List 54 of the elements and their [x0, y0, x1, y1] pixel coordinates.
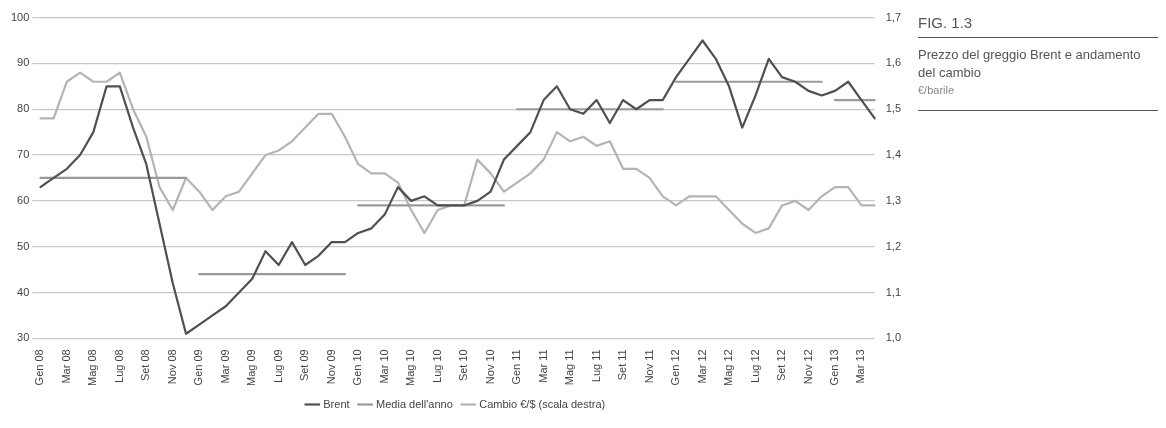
x-tick-label: Lug 12: [748, 349, 761, 383]
x-tick-label: Mar 12: [695, 349, 708, 384]
x-tick-label: Gen 13: [828, 349, 841, 386]
x-tick-label: Lug 09: [271, 349, 284, 383]
x-tick-label: Nov 11: [642, 349, 655, 384]
text: FIG. 1.3: [918, 14, 1158, 38]
x-tick-label: Lug 08: [112, 349, 125, 383]
legend-label: Brent: [323, 397, 350, 410]
text: €/barile: [918, 84, 956, 96]
text: Prezzo del greggio Brent e andamento del cambio: [918, 46, 1142, 82]
y-tick-label: 50: [17, 239, 30, 252]
x-tick-label: Mar 08: [59, 349, 72, 384]
x-tick-label: Set 08: [139, 349, 152, 382]
x-tick-label: Mag 09: [245, 349, 258, 387]
x-tick-label: Mar 09: [218, 349, 231, 384]
y-tick-label: 40: [17, 285, 30, 298]
x-tick-label: Gen 09: [192, 349, 205, 386]
x-tick-label: Gen 11: [510, 349, 523, 385]
x-tick-label: Mar 13: [854, 349, 867, 384]
x-tick-label: Mar 10: [377, 349, 390, 384]
x-tick-label: Nov 08: [165, 349, 178, 385]
y-tick-label: 90: [17, 56, 30, 69]
y-tick-label: 70: [17, 148, 30, 161]
x-tick-label: Gen 12: [669, 349, 682, 386]
y2-tick-label: 1,6: [885, 56, 902, 69]
y-tick-label: 80: [17, 102, 30, 115]
x-tick-label: Mag 08: [86, 349, 99, 387]
x-tick-label: Set 12: [775, 349, 788, 382]
x-tick-label: Nov 12: [801, 349, 814, 385]
x-tick-label: Mag 10: [404, 349, 417, 387]
legend-label: Cambio €/$ (scala destra): [479, 397, 606, 410]
x-tick-label: Mar 11: [536, 349, 549, 383]
x-tick-label: Lug 11: [589, 349, 602, 383]
y2-tick-label: 1,3: [885, 193, 902, 206]
x-tick-label: Gen 08: [33, 349, 46, 386]
x-tick-label: Set 10: [457, 349, 470, 382]
legend-label: Media dell'anno: [376, 397, 453, 410]
y-tick-label: 100: [10, 10, 30, 23]
y-tick-label: 60: [17, 193, 30, 206]
x-tick-label: Set 09: [298, 349, 311, 382]
x-tick-label: Lug 10: [430, 349, 443, 383]
x-tick-label: Nov 09: [324, 349, 337, 385]
y2-tick-label: 1,7: [885, 10, 902, 23]
y2-tick-label: 1,1: [885, 285, 902, 298]
x-tick-label: Nov 10: [483, 349, 496, 385]
x-tick-label: Mag 12: [722, 349, 735, 387]
y2-tick-label: 1,0: [885, 331, 902, 344]
y-tick-label: 30: [17, 331, 30, 344]
y2-tick-label: 1,4: [885, 148, 902, 161]
x-tick-label: Set 11: [616, 349, 629, 381]
x-tick-label: Gen 10: [351, 349, 364, 386]
x-tick-label: Mag 11: [563, 349, 576, 386]
y2-tick-label: 1,2: [885, 239, 902, 252]
y2-tick-label: 1,5: [885, 102, 902, 115]
